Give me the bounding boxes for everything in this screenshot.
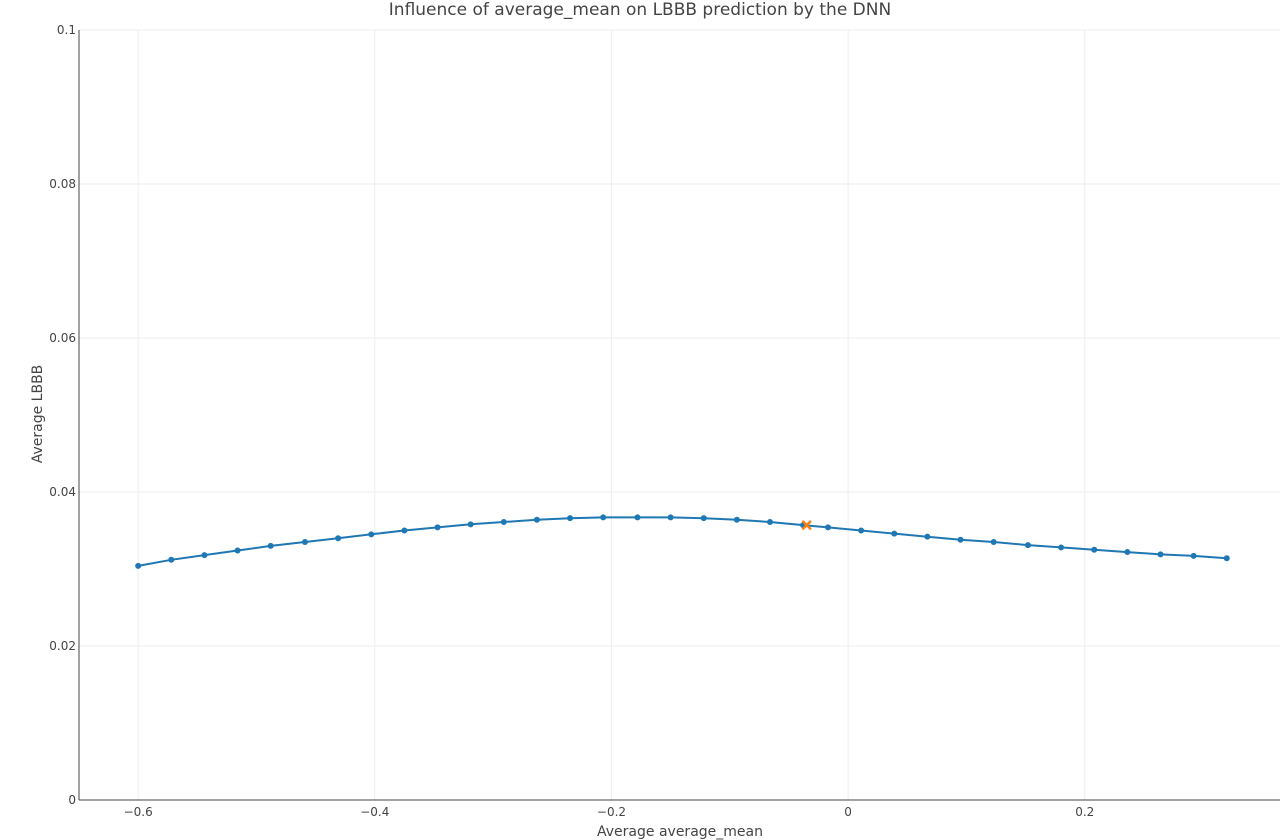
- y-tick-label: 0.06: [49, 331, 76, 345]
- data-point: [667, 514, 674, 521]
- series-line: [138, 516, 1227, 567]
- y-tick-label: 0.02: [49, 639, 76, 653]
- y-axis-ticks: 0 0.02 0.04 0.06 0.08 0.1: [49, 23, 76, 807]
- x-tick-label: 0.2: [1075, 805, 1094, 819]
- data-point: [168, 556, 175, 563]
- data-point: [368, 531, 375, 538]
- data-point: [500, 519, 507, 526]
- x-tick-label: −0.6: [124, 805, 153, 819]
- data-point: [1024, 542, 1031, 549]
- data-point: [335, 535, 342, 542]
- data-point: [135, 562, 142, 569]
- chart-title: Influence of average_mean on LBBB predic…: [389, 0, 891, 20]
- gridlines: [79, 29, 1280, 800]
- data-point: [733, 516, 740, 523]
- data-point: [201, 552, 208, 559]
- data-point: [824, 524, 831, 531]
- data-point: [1190, 552, 1197, 559]
- y-tick-label: 0.1: [57, 23, 76, 37]
- data-point: [1058, 544, 1065, 551]
- data-point: [401, 527, 408, 534]
- y-axis-title: Average LBBB: [30, 365, 46, 464]
- data-point: [567, 515, 574, 522]
- axes: [78, 30, 1280, 801]
- x-tick-label: −0.4: [360, 805, 389, 819]
- x-tick-label: 0: [844, 805, 852, 819]
- data-point: [1223, 555, 1230, 562]
- x-axis-ticks: −0.6 −0.4 −0.2 0 0.2: [124, 805, 1095, 819]
- data-point: [302, 539, 309, 546]
- data-point: [957, 536, 964, 543]
- data-point: [891, 530, 898, 537]
- data-point: [1157, 551, 1164, 558]
- data-point: [924, 533, 931, 540]
- data-point: [700, 515, 707, 522]
- data-point: [267, 542, 274, 549]
- data-point: [634, 514, 641, 521]
- y-tick-label: 0: [68, 793, 76, 807]
- data-point: [234, 547, 241, 554]
- data-point: [533, 516, 540, 523]
- data-point: [990, 539, 997, 546]
- data-point: [600, 514, 607, 521]
- y-tick-label: 0.08: [49, 177, 76, 191]
- data-point: [467, 521, 474, 528]
- data-point: [1091, 546, 1098, 553]
- data-point: [767, 519, 774, 526]
- data-point: [434, 524, 441, 531]
- highlight-marker: [801, 520, 812, 530]
- data-point: [1124, 549, 1131, 556]
- data-point: [858, 527, 865, 534]
- x-axis-title: Average average_mean: [597, 824, 763, 840]
- x-tick-label: −0.2: [597, 805, 626, 819]
- y-tick-label: 0.04: [49, 485, 76, 499]
- series-group: [135, 514, 1230, 569]
